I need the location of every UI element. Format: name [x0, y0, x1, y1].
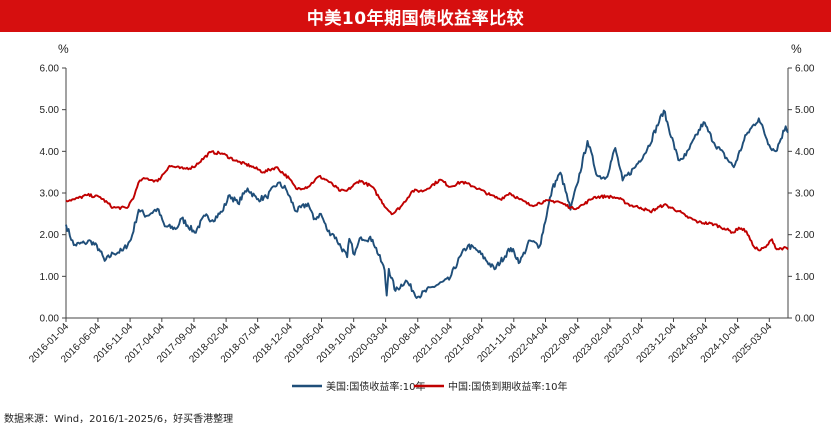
y-tick-label-right: 1.00 [795, 272, 815, 283]
chart-legend: 美国:国债收益率:10年 中国:国债到期收益率:10年 [292, 380, 567, 393]
y-unit-right: % [791, 42, 802, 56]
legend-label: 中国:国债到期收益率:10年 [448, 380, 567, 393]
y-tick-label-left: 1.00 [40, 272, 60, 283]
y-tick-label-right: 5.00 [795, 105, 815, 116]
title-banner: 中美10年期国债收益率比较 [0, 0, 831, 32]
us-10y-yield-line [65, 109, 789, 299]
y-tick-label-right: 4.00 [795, 147, 815, 158]
y-tick-label-left: 5.00 [40, 105, 60, 116]
legend-label: 美国:国债收益率:10年 [326, 380, 425, 393]
y-tick-label-right: 3.00 [795, 189, 815, 200]
yield-line-chart: 0.00 0.00 1.00 1.00 2.00 2.00 3.00 3.00 4.00 4.00… [27, 42, 815, 393]
y-unit-left: % [58, 42, 69, 56]
y-tick-label-left: 6.00 [40, 64, 60, 75]
y-tick-label-left: 4.00 [40, 147, 60, 158]
chart-ticks: 0.00 0.00 1.00 1.00 2.00 2.00 3.00 3.00 4.00 4.00… [27, 64, 815, 366]
chart-axes [65, 68, 789, 319]
y-tick-label-right: 2.00 [795, 230, 815, 241]
y-tick-label-left: 2.00 [40, 230, 60, 241]
y-tick-label-left: 3.00 [40, 189, 60, 200]
chart-title: 中美10年期国债收益率比较 [306, 8, 525, 29]
data-source-note: 数据来源：Wind，2016/1-2025/6，好买香港整理 [4, 414, 234, 425]
y-tick-label-left: 0.00 [40, 314, 60, 325]
y-tick-label-right: 6.00 [795, 64, 815, 75]
y-tick-label-right: 0.00 [795, 314, 815, 325]
cn-10y-yield-line [65, 150, 789, 252]
chart-series [65, 109, 789, 299]
